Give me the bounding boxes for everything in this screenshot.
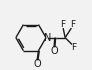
Text: F: F	[71, 43, 76, 52]
Text: F: F	[70, 21, 75, 29]
Text: F: F	[60, 21, 65, 29]
Text: O: O	[34, 59, 41, 69]
Text: O: O	[51, 46, 58, 56]
Text: N: N	[44, 33, 51, 43]
